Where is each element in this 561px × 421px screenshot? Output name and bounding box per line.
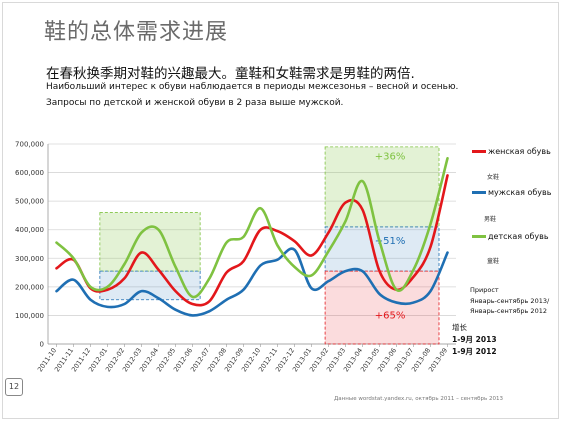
growth-period-cn-2: 1-9月 2012 <box>452 347 497 356</box>
legend-kids: детская обувь <box>472 232 549 241</box>
y-tick-label: 300,000 <box>15 255 44 263</box>
legend-kids-swatch <box>472 235 486 238</box>
growth-annotation: +36% <box>375 152 406 163</box>
legend-men-swatch <box>472 191 486 194</box>
series-line-women <box>55 174 449 307</box>
legend-women-cn: 女鞋 <box>487 174 500 181</box>
growth-label-cn: 增长 <box>452 323 467 332</box>
page-number: 12 <box>5 378 23 396</box>
growth-period-ru-1: Январь-сентябрь 2013/ <box>470 297 550 305</box>
y-tick-label: 100,000 <box>15 312 44 320</box>
y-tick-label: 200,000 <box>15 283 44 291</box>
series-line-kids <box>55 156 449 299</box>
highlight-box-kids-2012 <box>99 212 201 272</box>
highlight-box-women-2013 <box>324 270 440 345</box>
legend-women-label: женская обувь <box>488 147 551 156</box>
legend-men: мужская обувь <box>472 188 551 197</box>
data-source: Данные wordstat.yandex.ru, октябрь 2011 … <box>334 396 503 402</box>
highlight-box-kids-2013 <box>324 146 440 228</box>
legend-women: женская обувь <box>472 147 551 156</box>
growth-period-cn-1: 1-9月 2013 <box>452 335 497 344</box>
legend-kids-label: детская обувь <box>488 232 549 241</box>
legend-men-cn: 男鞋 <box>484 216 497 223</box>
y-tick-label: 0 <box>40 341 44 349</box>
legend-kids-cn: 童鞋 <box>487 258 500 265</box>
y-tick-label: 500,000 <box>15 198 44 206</box>
legend-women-swatch <box>472 150 486 153</box>
y-tick-label: 600,000 <box>15 169 44 177</box>
series-line-men <box>55 247 449 317</box>
page-title: 鞋的总体需求进展 <box>44 20 229 45</box>
subtitle-chinese: 在春秋换季期对鞋的兴趣最大。童鞋和女鞋需求是男鞋的两倍. <box>46 66 415 82</box>
growth-annotation: +65% <box>375 310 406 321</box>
y-tick-label: 400,000 <box>15 226 44 234</box>
growth-annotation: +51% <box>375 236 406 247</box>
subtitle-russian-line-1: Наибольший интерес к обуви наблюдается в… <box>46 82 459 92</box>
growth-period-ru-2: Январь-сентябрь 2012 <box>470 307 547 315</box>
legend-men-label: мужская обувь <box>488 188 552 197</box>
subtitle-russian-line-2: Запросы по детской и женской обуви в 2 р… <box>46 98 344 108</box>
growth-label-ru: Прирост <box>470 286 499 294</box>
y-tick-label: 700,000 <box>15 141 44 149</box>
